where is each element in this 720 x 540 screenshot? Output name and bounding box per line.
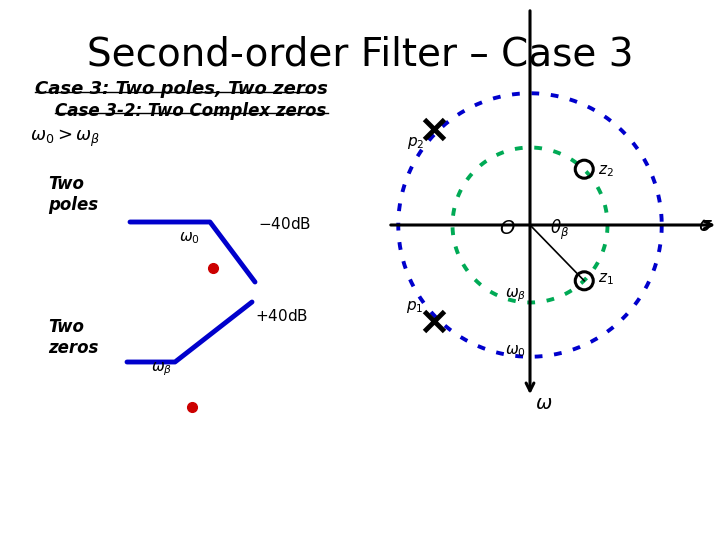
Text: Case 3: Two poles, Two zeros: Case 3: Two poles, Two zeros xyxy=(35,80,328,98)
Text: $p_2$: $p_2$ xyxy=(407,135,424,151)
Text: Second-order Filter – Case 3: Second-order Filter – Case 3 xyxy=(86,35,634,73)
Text: Two
poles: Two poles xyxy=(48,175,98,214)
Text: $z_1$: $z_1$ xyxy=(598,271,614,287)
Text: $\omega_\beta$: $\omega_\beta$ xyxy=(151,360,173,377)
Text: $\omega$: $\omega$ xyxy=(535,394,552,413)
Text: $+40$dB: $+40$dB xyxy=(255,308,308,324)
Text: Two
zeros: Two zeros xyxy=(48,318,99,357)
Text: $\theta_\beta$: $\theta_\beta$ xyxy=(550,218,570,242)
Text: $z_2$: $z_2$ xyxy=(598,163,614,179)
Text: $\sigma$: $\sigma$ xyxy=(698,216,713,235)
Text: $\omega_\beta$: $\omega_\beta$ xyxy=(505,287,526,305)
Text: $p_1$: $p_1$ xyxy=(407,299,424,315)
Text: $\omega_0$: $\omega_0$ xyxy=(179,230,200,246)
Text: $\omega_0$: $\omega_0$ xyxy=(505,343,526,359)
Text: $\omega_0 > \omega_\beta$: $\omega_0 > \omega_\beta$ xyxy=(30,128,100,149)
Text: $O$: $O$ xyxy=(500,219,516,238)
Text: Case 3-2: Two Complex zeros: Case 3-2: Two Complex zeros xyxy=(55,102,326,120)
Text: $-40$dB: $-40$dB xyxy=(258,216,311,232)
